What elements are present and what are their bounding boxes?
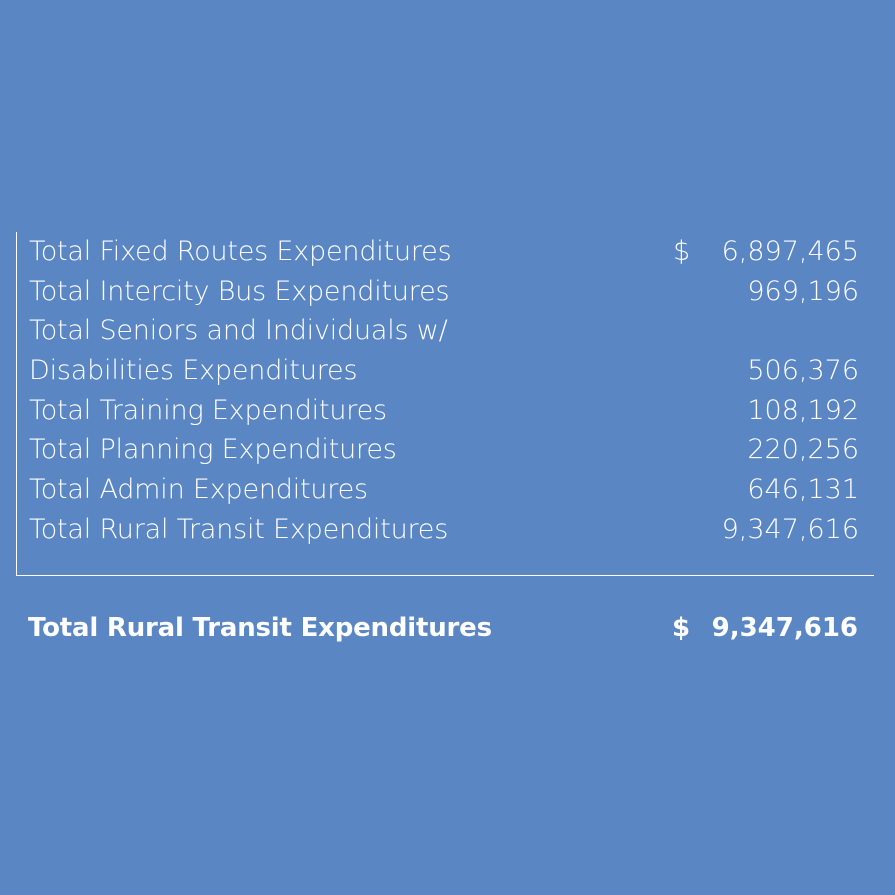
row-label: Total Seniors and Individuals w/ xyxy=(29,315,448,346)
grand-total-row: Total Rural Transit Expenditures $ 9,347… xyxy=(28,608,858,648)
row-label: Total Fixed Routes Expenditures xyxy=(29,236,452,267)
table-row: Total Seniors and Individuals w/ xyxy=(29,311,859,351)
table-row: Total Planning Expenditures 220,256 xyxy=(29,430,859,470)
table-row: Total Training Expenditures 108,192 xyxy=(29,391,859,431)
row-label: Total Rural Transit Expenditures xyxy=(29,514,449,545)
grand-total-label: Total Rural Transit Expenditures xyxy=(28,613,492,643)
row-value: 220,256 xyxy=(747,434,859,465)
row-label: Total Training Expenditures xyxy=(29,395,387,426)
table-row: Total Intercity Bus Expenditures 969,196 xyxy=(29,272,859,312)
table-row: Total Fixed Routes Expenditures $ 6,897,… xyxy=(29,232,859,272)
row-value: 6,897,465 xyxy=(721,236,859,267)
table-row: Disabilities Expenditures 506,376 xyxy=(29,351,859,391)
row-value: 9,347,616 xyxy=(721,514,859,545)
table-row: Total Admin Expenditures 646,131 xyxy=(29,470,859,510)
row-value: 108,192 xyxy=(747,395,859,426)
table-row: Total Rural Transit Expenditures 9,347,6… xyxy=(29,510,859,550)
grand-total-value: 9,347,616 xyxy=(711,613,858,643)
expenditures-table: Total Fixed Routes Expenditures $ 6,897,… xyxy=(16,232,874,576)
row-label: Disabilities Expenditures xyxy=(29,355,358,386)
row-label: Total Planning Expenditures xyxy=(29,434,397,465)
row-label: Total Admin Expenditures xyxy=(29,474,368,505)
row-label: Total Intercity Bus Expenditures xyxy=(29,276,450,307)
currency-symbol: $ xyxy=(673,236,691,267)
row-value: 646,131 xyxy=(747,474,859,505)
row-value: 969,196 xyxy=(747,276,859,307)
row-value: 506,376 xyxy=(747,355,859,386)
currency-symbol: $ xyxy=(672,613,691,643)
